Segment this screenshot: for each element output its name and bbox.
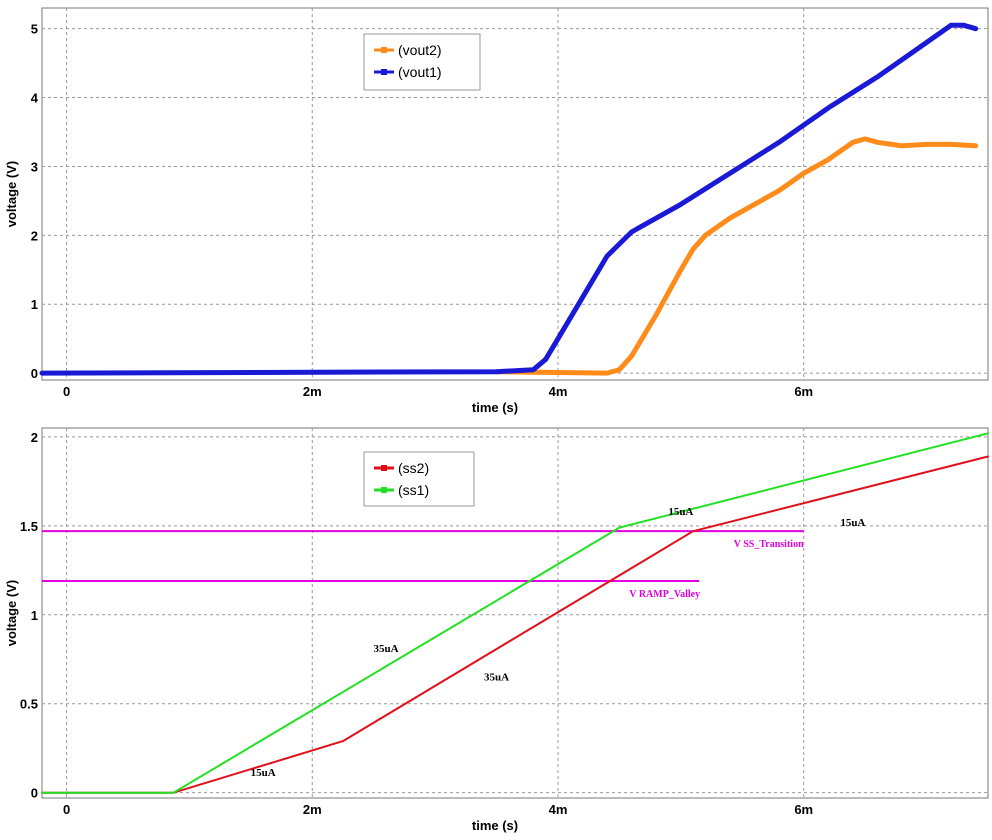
legend-box xyxy=(363,451,475,507)
legend-entry-label: (ss2) xyxy=(398,460,429,476)
y-axis-label: voltage (V) xyxy=(4,161,19,227)
annotation-label: 35uA xyxy=(484,672,509,684)
y-axis-label: voltage (V) xyxy=(4,580,19,646)
legend-entry-label: (vout1) xyxy=(398,64,442,80)
legend-marker xyxy=(381,47,387,53)
y-tick-label: 5 xyxy=(31,22,38,37)
series-line xyxy=(41,432,989,794)
y-tick-label: 3 xyxy=(31,159,38,174)
annotation-label: 35uA xyxy=(373,643,398,655)
x-tick-label: 0 xyxy=(63,384,70,399)
y-tick-label: 4 xyxy=(31,91,39,106)
y-tick-label: 1 xyxy=(31,297,38,312)
annotation-label: 15uA xyxy=(840,517,865,529)
x-tick-label: 2m xyxy=(303,384,322,399)
annotation-label: 15uA xyxy=(668,506,693,518)
y-tick-label: 2 xyxy=(31,430,38,445)
legend-entry-label: (vout2) xyxy=(398,42,442,58)
series-line xyxy=(41,455,989,794)
legend-box xyxy=(363,33,481,91)
x-tick-label: 4m xyxy=(549,802,568,817)
bottom-plot-panel: 0 2m 4m 6m 0 0.5 1 1.5 2 time (s) voltage (V) V SS_… xyxy=(4,427,989,833)
x-tick-label: 2m xyxy=(303,802,322,817)
y-tick-label: 2 xyxy=(31,228,38,243)
reference-line-label: V SS_Transition xyxy=(734,539,804,550)
y-tick-label: 0 xyxy=(31,366,38,381)
x-axis-label: time (s) xyxy=(472,400,518,415)
legend-marker xyxy=(381,487,387,493)
x-tick-label: 4m xyxy=(549,384,568,399)
y-tick-label: 0 xyxy=(31,786,38,801)
x-tick-label: 0 xyxy=(63,802,70,817)
legend-entry-label: (ss1) xyxy=(398,482,429,498)
y-tick-label: 0.5 xyxy=(20,697,38,712)
x-axis-label: time (s) xyxy=(472,818,518,833)
y-tick-label: 1 xyxy=(31,608,38,623)
y-tick-label: 1.5 xyxy=(20,519,38,534)
plot-frame xyxy=(41,427,989,799)
series-line xyxy=(39,22,979,376)
x-tick-label: 6m xyxy=(794,802,813,817)
top-plot-panel: 0 2m 4m 6m 0 1 2 3 4 5 time (s) voltage (V) (vout2) (… xyxy=(4,7,989,415)
legend-marker xyxy=(381,69,387,75)
annotation-label: 15uA xyxy=(251,767,276,779)
legend-marker xyxy=(381,465,387,471)
series-line xyxy=(494,136,979,376)
plot-frame xyxy=(41,7,989,381)
x-tick-label: 6m xyxy=(794,384,813,399)
reference-line-label: V RAMP_Valley xyxy=(629,589,700,600)
